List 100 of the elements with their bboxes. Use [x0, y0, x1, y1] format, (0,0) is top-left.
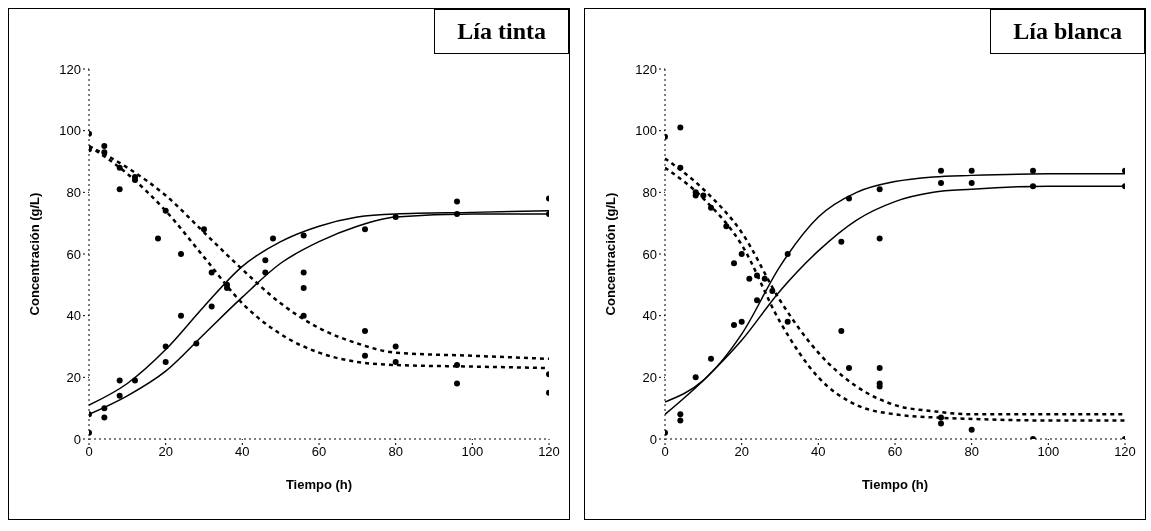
y-tick-label: 0 — [73, 431, 81, 447]
point — [178, 251, 184, 257]
point — [876, 235, 883, 242]
point — [193, 340, 200, 347]
x-tick-label: 0 — [85, 444, 93, 460]
point — [392, 214, 399, 220]
y-tick-label: 20 — [66, 369, 81, 385]
point — [731, 321, 737, 328]
point — [938, 180, 944, 187]
point — [454, 210, 460, 217]
y-tick-label: 40 — [642, 308, 657, 324]
chart-title: Lía blanca — [990, 9, 1145, 54]
point — [116, 392, 123, 399]
x-tick-label: 100 — [461, 444, 484, 460]
point — [101, 414, 108, 421]
x-tick-label: 40 — [235, 444, 250, 460]
point — [454, 380, 460, 387]
x-tick-label: 0 — [661, 444, 669, 460]
point — [1030, 183, 1036, 190]
y-tick-label: 120 — [59, 61, 81, 77]
point — [178, 312, 184, 319]
point — [723, 223, 730, 230]
x-tick-label: 80 — [388, 444, 403, 460]
point — [968, 167, 975, 174]
point — [677, 124, 684, 131]
y-tick-label: 20 — [642, 369, 657, 385]
point — [300, 312, 307, 319]
point — [784, 251, 791, 257]
point — [746, 275, 753, 282]
point — [201, 226, 207, 233]
point — [116, 186, 123, 193]
point — [968, 180, 975, 187]
x-axis-title: Tiempo (h) — [285, 477, 353, 492]
point — [838, 328, 845, 335]
point — [838, 238, 845, 245]
y-tick-label: 100 — [635, 123, 657, 139]
y-axis-title: Concentración (g/L) — [602, 192, 618, 316]
point — [392, 343, 399, 350]
point — [677, 417, 684, 424]
y-axis-title: Concentración (g/L) — [26, 192, 42, 316]
point — [300, 284, 307, 291]
y-tick-label: 0 — [649, 431, 657, 447]
point — [754, 272, 760, 279]
x-tick-label: 120 — [538, 444, 560, 460]
point — [454, 362, 460, 368]
point — [968, 426, 975, 433]
x-tick-label: 40 — [811, 444, 826, 460]
point — [692, 374, 699, 381]
point — [116, 377, 123, 384]
y-tick-label: 120 — [635, 61, 657, 77]
x-tick-label: 60 — [887, 444, 903, 460]
point — [162, 343, 169, 350]
point — [132, 377, 138, 384]
point — [116, 164, 123, 171]
x-tick-label: 20 — [158, 444, 173, 460]
point — [362, 328, 368, 335]
x-tick-label: 120 — [1114, 444, 1136, 460]
point — [270, 235, 276, 242]
point — [769, 288, 776, 294]
point — [708, 355, 714, 362]
point — [731, 260, 737, 267]
x-tick-label: 20 — [734, 444, 749, 460]
x-tick-label: 60 — [311, 444, 327, 460]
point — [738, 318, 745, 325]
point — [761, 275, 768, 282]
point — [132, 177, 138, 183]
point — [677, 411, 684, 418]
y-tick-label: 80 — [66, 184, 81, 200]
point — [208, 303, 215, 310]
x-tick-label: 80 — [964, 444, 979, 460]
y-tick-label: 100 — [59, 123, 81, 139]
point — [300, 269, 307, 276]
point — [262, 257, 269, 264]
point — [677, 164, 684, 171]
point — [876, 365, 883, 372]
point — [938, 414, 944, 421]
y-tick-label: 40 — [66, 308, 81, 324]
point — [300, 232, 307, 239]
point — [208, 269, 215, 276]
point — [101, 405, 108, 412]
point — [155, 235, 161, 242]
point — [754, 297, 760, 304]
point — [846, 365, 852, 372]
point — [262, 269, 269, 276]
y-tick-label: 80 — [642, 184, 657, 200]
point — [1030, 167, 1036, 174]
point — [101, 143, 108, 150]
point — [101, 149, 108, 156]
y-tick-label: 60 — [642, 246, 657, 262]
point — [700, 192, 707, 199]
x-axis-title: Tiempo (h) — [861, 477, 929, 492]
point — [876, 186, 883, 193]
point — [938, 167, 944, 174]
point — [784, 318, 791, 325]
point — [362, 226, 368, 233]
point — [162, 358, 169, 365]
chart-title: Lía tinta — [434, 9, 569, 54]
point — [708, 204, 714, 211]
point — [392, 358, 399, 365]
x-tick-label: 100 — [1037, 444, 1060, 460]
